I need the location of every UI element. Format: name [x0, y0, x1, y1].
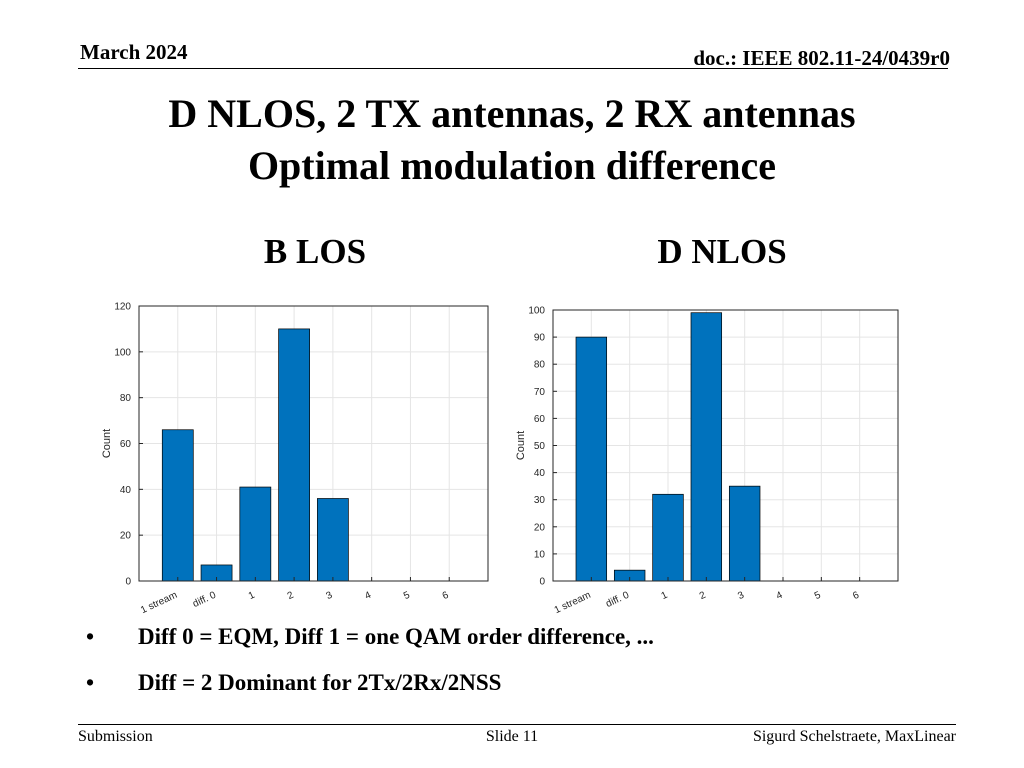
x-tick-label: 5 [402, 590, 412, 603]
header-divider [78, 68, 948, 69]
x-tick-label: 4 [775, 590, 785, 603]
x-tick-label: 1 [660, 590, 670, 603]
chart-title-d-nlos: D NLOS [657, 232, 787, 271]
footer-slide-number: Slide 11 [485, 728, 539, 745]
bullet-marker: • [86, 670, 95, 695]
bullet-marker: • [86, 624, 95, 649]
chart-d-nlos: 0 10 20 30 40 50 60 70 80 90 100 1 stream diff. 0 1 2 3… [510, 298, 910, 628]
y-tick-label: 40 [120, 485, 132, 496]
slide-title-line1: D NLOS, 2 TX antennas, 2 RX antennas [168, 91, 856, 136]
y-tick-label: 40 [534, 468, 546, 479]
x-tick-label: diff. 0 [191, 590, 218, 610]
footer-author: Sigurd Schelstraete, MaxLinear [752, 728, 956, 745]
y-tick-label: 90 [534, 333, 546, 344]
bar-chart-svg: 0 10 20 30 40 50 60 70 80 90 100 1 stream diff. 0 1 2 3… [515, 306, 899, 616]
footer-divider [78, 724, 956, 725]
footer-submission: Submission [78, 728, 153, 745]
x-tick-label: 1 stream [139, 590, 179, 616]
bullet-text: Diff = 2 Dominant for 2Tx/2Rx/2NSS [138, 670, 502, 695]
y-tick-label: 20 [534, 522, 546, 533]
x-tick-label: 3 [736, 590, 746, 603]
bar-1 [239, 486, 272, 582]
y-tick-label: 30 [534, 495, 546, 506]
y-tick-label: 20 [120, 531, 132, 542]
bullet-item: • Diff 0 = EQM, Diff 1 = one QAM order d… [86, 624, 654, 670]
x-tick-label: 1 stream [553, 590, 593, 616]
x-tick-label: 6 [441, 590, 451, 603]
x-tick-label: 2 [286, 590, 296, 603]
y-tick-label: 60 [534, 414, 546, 425]
y-tick-label: 80 [534, 360, 546, 371]
y-axis-label: Count [515, 431, 527, 460]
chart-b-los: 0 20 40 60 80 100 120 1 stream diff. 0 1 2 3 4 5 6 Coun… [96, 296, 496, 626]
bullet-list: • Diff 0 = EQM, Diff 1 = one QAM order d… [86, 624, 654, 716]
y-tick-label: 70 [534, 387, 546, 398]
bar-2 [278, 328, 310, 582]
bullet-text: Diff 0 = EQM, Diff 1 = one QAM order dif… [138, 624, 654, 649]
y-tick-label: 120 [114, 302, 131, 313]
header-date: March 2024 [80, 40, 188, 64]
x-tick-label: 6 [851, 590, 861, 603]
y-tick-label: 0 [125, 577, 131, 588]
x-tick-label: 2 [698, 590, 708, 603]
x-tick-label: 1 [247, 590, 257, 603]
y-tick-label: 10 [534, 549, 546, 560]
y-tick-label: 0 [539, 577, 545, 588]
x-tick-label: 5 [813, 590, 823, 603]
y-tick-label: 80 [120, 393, 132, 404]
y-tick-label: 60 [120, 439, 132, 450]
slide-title-line2: Optimal modulation difference [247, 143, 777, 188]
bullet-item: • Diff = 2 Dominant for 2Tx/2Rx/2NSS [86, 670, 654, 716]
bar-1 [652, 493, 684, 582]
y-tick-label: 100 [528, 306, 545, 317]
slide-title: D NLOS, 2 TX antennas, 2 RX antennas Opt… [0, 88, 1024, 192]
bar-3 [728, 485, 761, 582]
chart-title-b-los: B LOS [263, 232, 367, 271]
bar-1-stream [575, 336, 608, 582]
bar-1-stream [161, 429, 194, 582]
header-doc-id: doc.: IEEE 802.11-24/0439r0 [693, 46, 950, 70]
bar-2 [690, 312, 723, 582]
x-tick-label: diff. 0 [604, 590, 631, 610]
y-tick-label: 50 [534, 441, 546, 452]
bar-3 [317, 498, 349, 582]
y-axis-label: Count [101, 429, 113, 458]
x-tick-label: 3 [324, 590, 334, 603]
bar-chart-svg: 0 20 40 60 80 100 120 1 stream diff. 0 1 2 3 4 5 6 Coun… [101, 302, 489, 616]
y-tick-label: 100 [114, 347, 131, 358]
x-tick-label: 4 [363, 590, 373, 603]
